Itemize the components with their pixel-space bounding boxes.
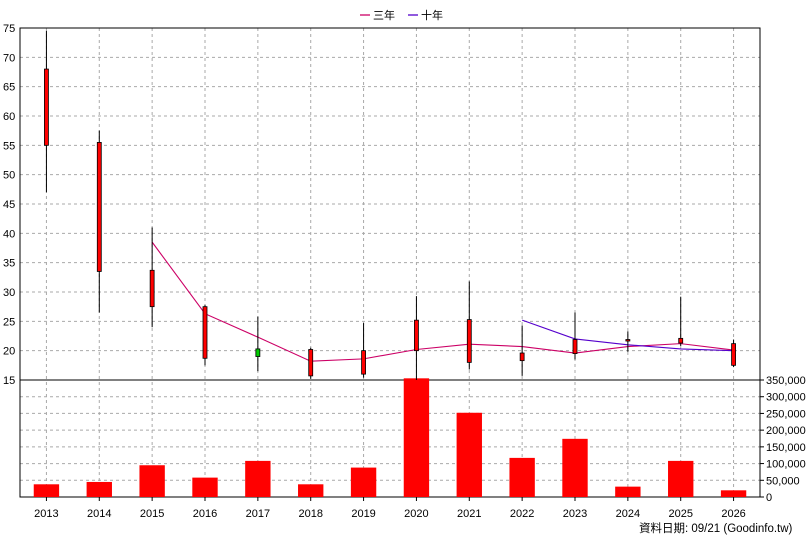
volume-bar: [139, 465, 165, 497]
price-y-tick-label: 20: [3, 346, 15, 358]
candle-body: [625, 339, 631, 342]
x-tick-label: 2025: [668, 508, 692, 520]
x-tick-label: 2014: [87, 508, 111, 520]
price-y-tick-label: 15: [3, 375, 15, 387]
volume-bar: [86, 481, 112, 497]
x-tick-label: 2022: [510, 508, 534, 520]
candle-body: [466, 319, 472, 363]
volume-bar: [720, 490, 747, 497]
x-tick-label: 2015: [140, 508, 164, 520]
price-y-tick-label: 50: [3, 170, 15, 182]
x-tick-label: 2026: [721, 508, 745, 520]
candle-body: [202, 306, 208, 359]
x-tick-label: 2023: [563, 508, 587, 520]
candle-body: [255, 348, 261, 357]
x-tick-label: 2017: [246, 508, 270, 520]
x-tick-label: 2013: [34, 508, 58, 520]
volume-y-tick-label: 250,000: [766, 408, 806, 420]
volume-bar: [615, 486, 641, 497]
volume-bar: [456, 412, 482, 497]
volume-bar: [298, 484, 324, 497]
volume-bar: [509, 457, 535, 497]
volume-y-tick-label: 0: [766, 492, 772, 504]
price-y-tick-label: 65: [3, 82, 15, 94]
volume-bar: [245, 460, 271, 497]
volume-y-tick-label: 200,000: [766, 425, 806, 437]
candle-body: [149, 269, 155, 308]
price-y-tick-label: 70: [3, 52, 15, 64]
price-y-tick-label: 75: [3, 23, 15, 35]
volume-y-tick-label: 100,000: [766, 459, 806, 471]
x-tick-label: 2018: [298, 508, 322, 520]
price-y-tick-label: 40: [3, 228, 15, 240]
volume-y-tick-label: 350,000: [766, 375, 806, 387]
candle-body: [308, 349, 314, 377]
volume-bar: [403, 378, 430, 497]
volume-plot-frame: [19, 379, 761, 498]
x-tick-label: 2021: [457, 508, 481, 520]
candle-body: [361, 350, 366, 375]
series-line-1: [151, 241, 734, 362]
candle-body: [519, 352, 525, 362]
candle-body: [678, 337, 684, 344]
legend-label-2: 十年: [421, 8, 443, 22]
volume-bar: [668, 460, 694, 497]
volume-bar: [562, 438, 588, 497]
candle-body: [44, 68, 49, 146]
price-y-tick-label: 45: [3, 199, 15, 211]
price-y-tick-label: 30: [3, 287, 15, 299]
price-y-tick-label: 35: [3, 258, 15, 270]
x-tick-label: 2024: [616, 508, 640, 520]
x-tick-label: 2019: [351, 508, 375, 520]
price-y-tick-label: 25: [3, 316, 15, 328]
price-y-tick-label: 55: [3, 140, 15, 152]
volume-bar: [350, 467, 377, 497]
volume-y-tick-label: 150,000: [766, 442, 806, 454]
price-y-tick-label: 60: [3, 111, 15, 123]
volume-bar: [192, 477, 218, 497]
candle-body: [96, 141, 102, 272]
candle-body: [414, 319, 419, 352]
legend-label-1: 三年: [373, 8, 395, 22]
candle-body: [731, 343, 736, 366]
x-tick-label: 2016: [193, 508, 217, 520]
volume-bar: [33, 484, 60, 497]
volume-y-tick-label: 50,000: [766, 475, 800, 487]
volume-y-tick-label: 300,000: [766, 392, 806, 404]
x-tick-label: 2020: [404, 508, 428, 520]
candle-body: [572, 339, 578, 354]
footer-note: 資料日期: 09/21 (Goodinfo.tw): [639, 523, 793, 535]
